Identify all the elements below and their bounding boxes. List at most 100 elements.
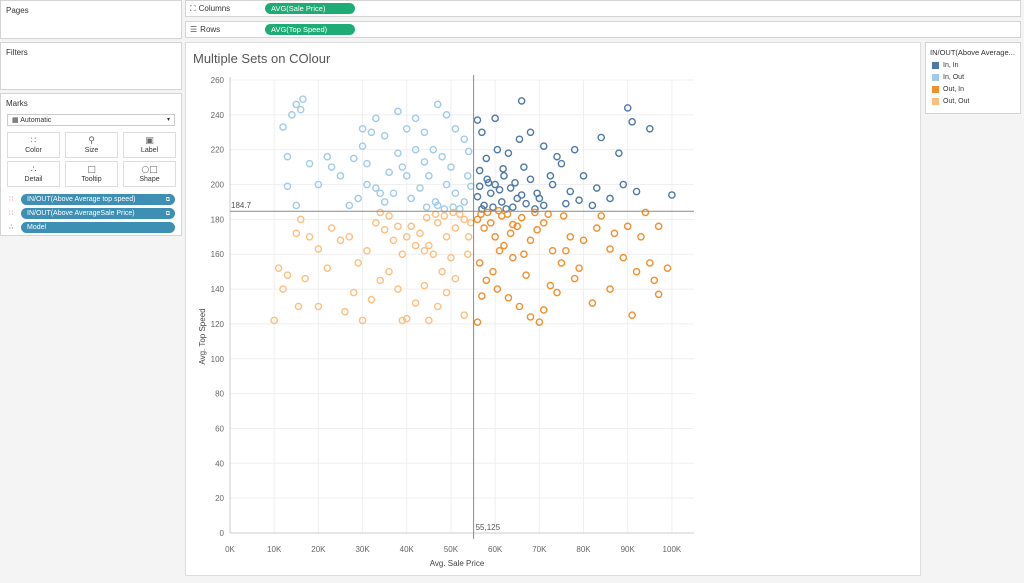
- rows-pill[interactable]: AVG(Top Speed): [265, 24, 355, 35]
- data-point[interactable]: [460, 311, 469, 320]
- data-point[interactable]: [513, 222, 522, 231]
- data-point[interactable]: [425, 172, 433, 180]
- data-point[interactable]: [535, 318, 544, 326]
- legend-item[interactable]: In, Out: [932, 73, 964, 83]
- data-point[interactable]: [539, 142, 548, 151]
- data-point[interactable]: [402, 314, 411, 323]
- data-point[interactable]: [270, 316, 278, 325]
- data-point[interactable]: [520, 163, 528, 171]
- data-point[interactable]: [553, 288, 561, 297]
- data-point[interactable]: [314, 180, 323, 189]
- data-point[interactable]: [473, 192, 482, 201]
- data-point[interactable]: [314, 245, 323, 253]
- data-point[interactable]: [473, 116, 482, 124]
- data-point[interactable]: [515, 302, 524, 311]
- data-point[interactable]: [389, 236, 398, 245]
- rows-shelf[interactable]: ☰ Rows AVG(Top Speed): [185, 21, 1021, 38]
- data-point[interactable]: [358, 124, 367, 133]
- data-point[interactable]: [398, 250, 407, 259]
- data-point[interactable]: [394, 285, 402, 293]
- data-point[interactable]: [349, 154, 358, 163]
- data-point[interactable]: [336, 236, 345, 245]
- data-point[interactable]: [354, 259, 362, 267]
- data-point[interactable]: [292, 229, 301, 238]
- data-point[interactable]: [389, 189, 398, 198]
- marks-pill-top-speed[interactable]: IN/OUT(Above Average top speed) ⧉: [21, 194, 175, 205]
- data-point[interactable]: [483, 208, 492, 217]
- data-point[interactable]: [526, 236, 535, 245]
- data-point[interactable]: [402, 233, 411, 241]
- data-point[interactable]: [385, 168, 393, 177]
- data-point[interactable]: [495, 185, 504, 194]
- data-point[interactable]: [482, 276, 491, 285]
- data-point[interactable]: [429, 145, 438, 154]
- data-point[interactable]: [637, 233, 645, 241]
- data-point[interactable]: [363, 246, 371, 255]
- data-point[interactable]: [489, 267, 497, 276]
- data-point[interactable]: [449, 203, 457, 211]
- data-point[interactable]: [486, 189, 495, 198]
- data-point[interactable]: [299, 95, 307, 103]
- data-point[interactable]: [506, 184, 515, 192]
- data-point[interactable]: [336, 172, 345, 180]
- data-point[interactable]: [509, 203, 517, 211]
- data-point[interactable]: [288, 111, 296, 119]
- data-point[interactable]: [597, 212, 606, 220]
- data-point[interactable]: [463, 250, 472, 259]
- data-point[interactable]: [526, 175, 535, 184]
- data-point[interactable]: [506, 229, 515, 238]
- data-point[interactable]: [438, 267, 446, 276]
- data-point[interactable]: [668, 191, 676, 199]
- data-point[interactable]: [447, 163, 455, 171]
- data-point[interactable]: [494, 206, 503, 215]
- data-point[interactable]: [420, 158, 429, 166]
- marks-pill-model[interactable]: Model: [21, 222, 175, 233]
- data-point[interactable]: [592, 184, 601, 192]
- data-point[interactable]: [372, 184, 380, 192]
- data-point[interactable]: [438, 152, 446, 161]
- data-point[interactable]: [500, 172, 508, 180]
- data-point[interactable]: [628, 118, 636, 126]
- data-point[interactable]: [562, 199, 570, 208]
- data-point[interactable]: [411, 114, 420, 123]
- data-point[interactable]: [535, 194, 544, 203]
- filters-panel[interactable]: Filters: [0, 42, 182, 90]
- data-point[interactable]: [478, 292, 486, 300]
- data-point[interactable]: [416, 184, 424, 192]
- data-point[interactable]: [478, 205, 486, 213]
- data-point[interactable]: [531, 205, 539, 213]
- data-point[interactable]: [442, 180, 451, 189]
- data-point[interactable]: [422, 213, 431, 222]
- data-point[interactable]: [511, 178, 519, 187]
- data-point[interactable]: [294, 302, 303, 311]
- data-point[interactable]: [646, 259, 654, 267]
- data-point[interactable]: [491, 180, 499, 189]
- data-point[interactable]: [493, 285, 502, 293]
- data-point[interactable]: [539, 306, 548, 314]
- data-point[interactable]: [349, 288, 358, 297]
- data-point[interactable]: [588, 299, 597, 307]
- data-point[interactable]: [623, 104, 632, 112]
- data-point[interactable]: [464, 147, 473, 156]
- legend-item[interactable]: Out, Out: [932, 97, 969, 107]
- scatter-chart[interactable]: 0 20 40 60 80 100 120 140 160 180 200 220 240 260 0K 10…: [186, 43, 920, 575]
- data-point[interactable]: [449, 208, 457, 217]
- data-point[interactable]: [491, 114, 499, 123]
- data-point[interactable]: [411, 145, 420, 154]
- data-point[interactable]: [544, 210, 552, 218]
- data-point[interactable]: [491, 233, 499, 241]
- data-point[interactable]: [305, 159, 314, 168]
- data-point[interactable]: [517, 213, 526, 222]
- data-point[interactable]: [422, 203, 431, 211]
- data-point[interactable]: [425, 241, 433, 250]
- data-point[interactable]: [467, 219, 475, 227]
- data-point[interactable]: [575, 196, 583, 205]
- data-point[interactable]: [650, 276, 659, 285]
- data-point[interactable]: [619, 253, 628, 262]
- data-point[interactable]: [483, 175, 491, 184]
- data-point[interactable]: [451, 274, 460, 283]
- data-point[interactable]: [372, 114, 380, 123]
- data-point[interactable]: [539, 219, 548, 227]
- data-point[interactable]: [517, 191, 526, 199]
- data-point[interactable]: [495, 246, 504, 255]
